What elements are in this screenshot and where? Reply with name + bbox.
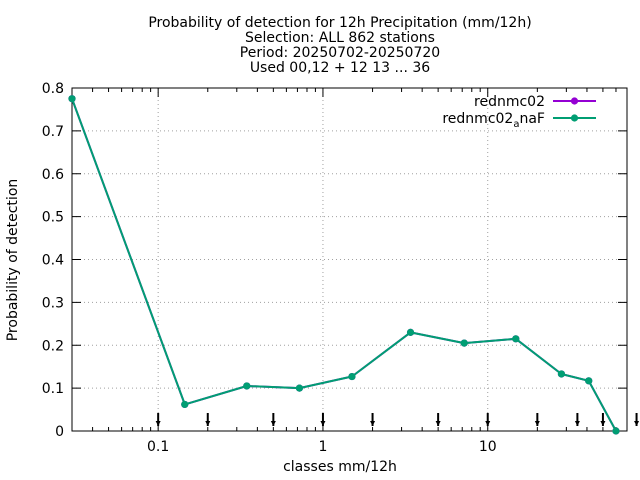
legend-label-2: rednmc02anaF xyxy=(442,111,545,130)
class-marker-head xyxy=(320,421,326,426)
y-tick-label: 0.3 xyxy=(42,295,64,311)
axis-ticks: 0 0.1 0.2 0.3 0.4 0.5 0.6 0.7 0.8 0.1 1 10 xyxy=(42,81,627,455)
series-point-2 xyxy=(460,339,468,347)
x-tick-label: 10 xyxy=(479,439,497,455)
legend-swatch-point-1 xyxy=(570,97,579,105)
series-point-2 xyxy=(68,95,76,103)
legend: rednmc02 rednmc02anaF xyxy=(442,94,596,130)
grid xyxy=(72,88,627,431)
plot-border xyxy=(71,87,628,432)
series-point-2 xyxy=(348,372,356,381)
data-series xyxy=(68,95,620,435)
class-marker-head xyxy=(634,421,640,426)
y-tick-label: 0 xyxy=(55,424,64,440)
series-point-2 xyxy=(585,377,593,385)
class-marker-head xyxy=(270,421,276,426)
series-point-2 xyxy=(512,335,520,343)
class-marker-head xyxy=(600,421,606,426)
class-markers xyxy=(155,413,640,426)
y-tick-label: 0.1 xyxy=(42,381,64,397)
y-tick-label: 0.8 xyxy=(42,81,64,97)
x-axis-label: classes mm/12h xyxy=(283,459,397,475)
class-marker-head xyxy=(574,421,580,426)
series-line-1 xyxy=(71,98,617,432)
series-point-2 xyxy=(557,370,566,378)
y-tick-label: 0.6 xyxy=(42,167,64,183)
chart-title-line-2: Selection: ALL 862 stations xyxy=(245,30,435,46)
chart-title-line-1: Probability of detection for 12h Precipi… xyxy=(148,15,531,31)
chart-title-line-4: Used 00,12 + 12 13 ... 36 xyxy=(250,60,430,76)
y-tick-label: 0.5 xyxy=(42,210,64,226)
y-axis-label: Probability of detection xyxy=(5,179,21,342)
class-marker-head xyxy=(485,421,491,426)
y-tick-label: 0.2 xyxy=(42,338,64,354)
legend-swatch-point-2 xyxy=(570,114,579,122)
chart-title: Probability of detection for 12h Precipi… xyxy=(148,15,531,76)
series-point-2 xyxy=(243,382,251,390)
y-tick-label: 0.7 xyxy=(42,124,64,140)
class-marker-head xyxy=(155,421,161,426)
series-point-2 xyxy=(406,328,415,336)
series-line-2 xyxy=(71,98,617,432)
class-marker-head xyxy=(205,421,211,426)
legend-label-1: rednmc02 xyxy=(474,94,545,110)
y-tick-label: 0.4 xyxy=(42,253,64,269)
x-tick-label: 0.1 xyxy=(147,439,169,455)
series-point-2 xyxy=(612,427,620,435)
class-marker-head xyxy=(370,421,376,426)
x-tick-label: 1 xyxy=(318,439,327,455)
chart-title-line-3: Period: 20250702-20250720 xyxy=(240,45,440,61)
class-marker-head xyxy=(534,421,540,426)
series-point-2 xyxy=(181,400,189,409)
class-marker-head xyxy=(435,421,441,426)
series-point-2 xyxy=(295,384,304,392)
